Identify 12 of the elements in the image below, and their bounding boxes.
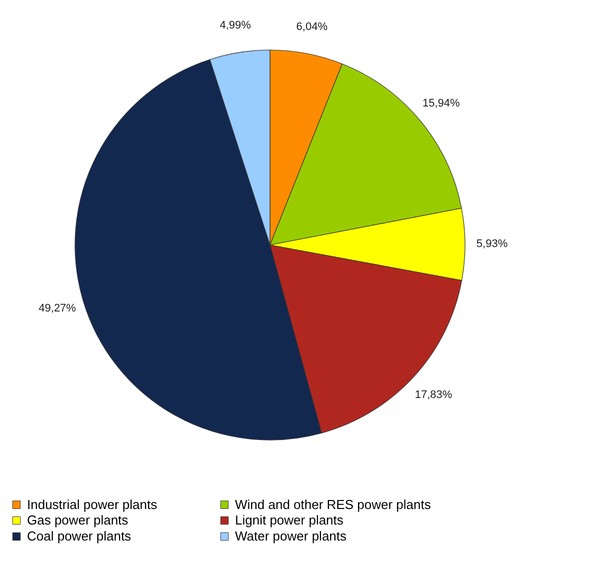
data-label: 4,99% [220, 20, 252, 32]
data-label: 6,04% [296, 20, 328, 33]
data-label: 15,94% [422, 98, 460, 110]
legend-label: Lignit power plants [235, 512, 344, 528]
legend-label: Gas power plants [27, 512, 129, 528]
legend-label: Industrial power plants [27, 496, 158, 512]
legend-label: Coal power plants [27, 528, 132, 544]
data-label: 5,93% [476, 238, 508, 250]
data-label: 49,27% [38, 302, 76, 315]
data-label: 17,83% [414, 389, 452, 402]
legend-label: Wind and other RES power plants [235, 496, 432, 512]
legend-label: Water power plants [235, 528, 348, 544]
